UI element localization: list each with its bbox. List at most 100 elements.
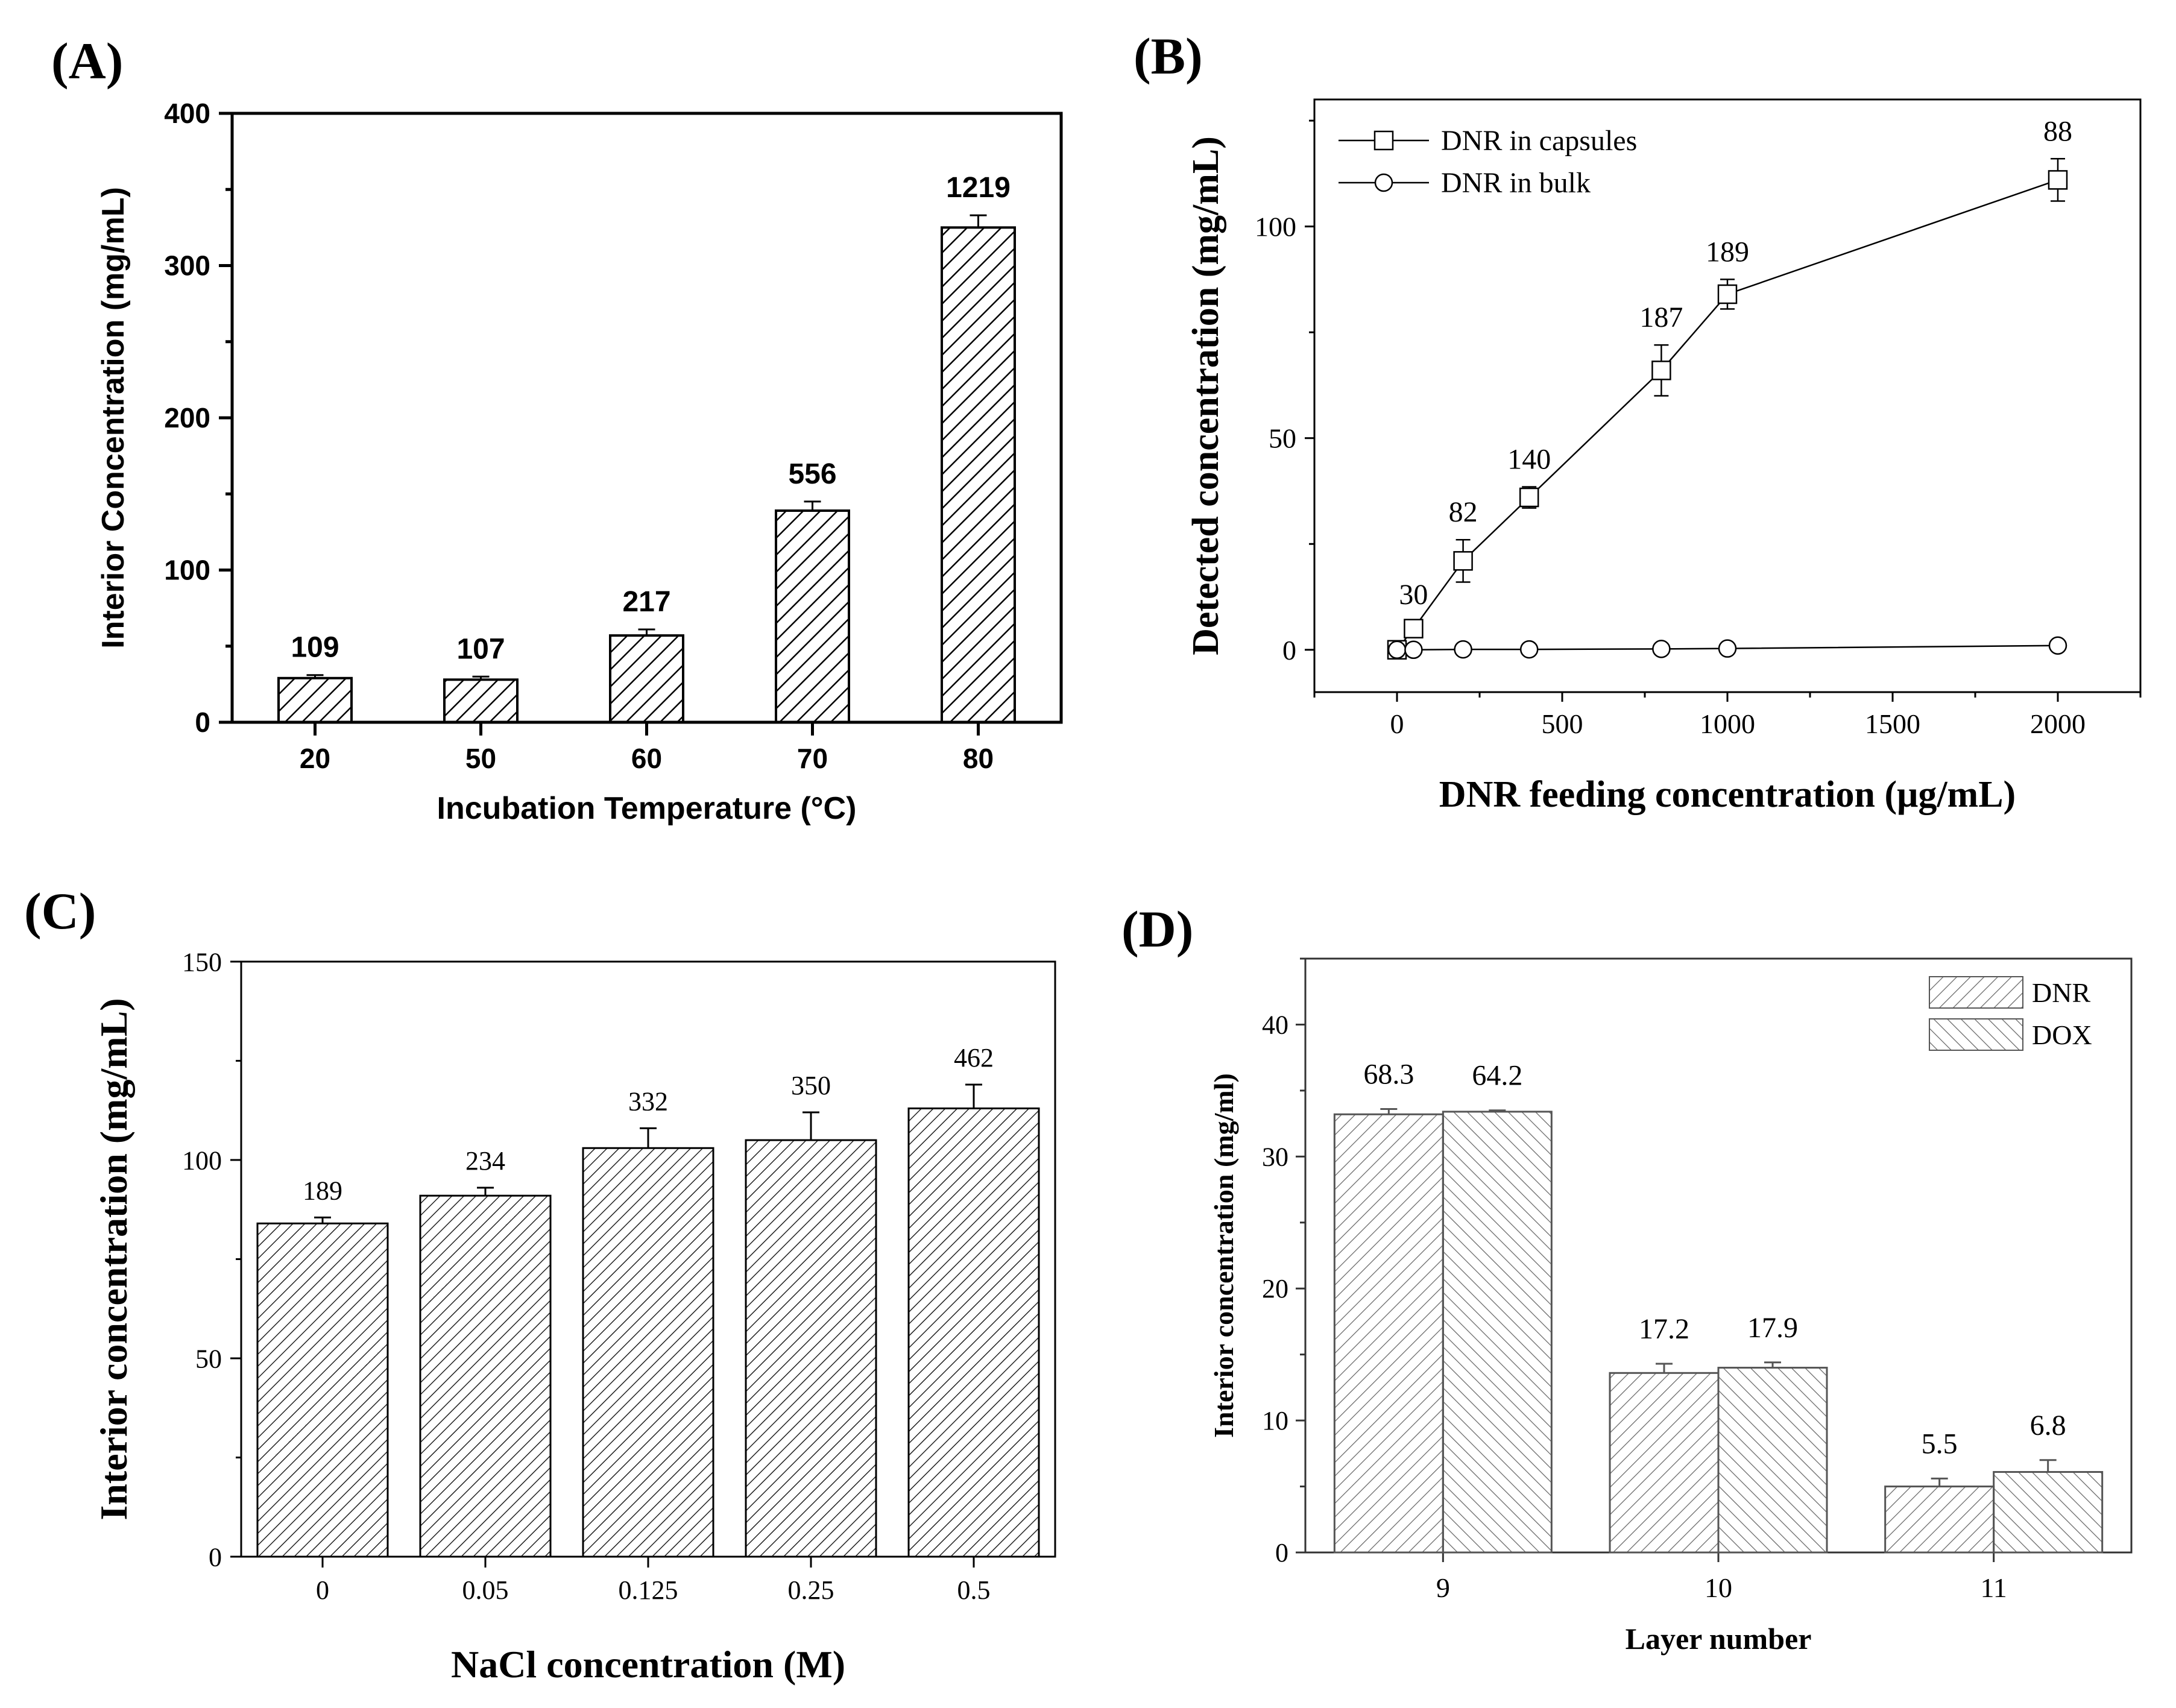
point-square — [1519, 487, 1539, 508]
x-axis-title: NaCl concentration (M) — [451, 1643, 845, 1686]
bar — [907, 1107, 1040, 1558]
y-tick-label: 100 — [164, 555, 210, 586]
data-label: 88 — [2043, 115, 2072, 147]
bar — [775, 509, 850, 724]
x-axis-title: Layer number — [1626, 1622, 1812, 1656]
x-axis-title: DNR feeding concentration (μg/mL) — [1439, 774, 2016, 815]
data-label: 68.3 — [1363, 1059, 1414, 1091]
data-label: 217 — [622, 586, 670, 618]
x-tick-label: 1500 — [1865, 708, 1920, 739]
x-tick-label: 0 — [1390, 708, 1404, 739]
legend-swatch-dox — [1929, 1018, 2023, 1051]
bar-dox — [1993, 1470, 2104, 1554]
bar-dnr — [1609, 1372, 1720, 1554]
bar — [443, 678, 519, 724]
data-label: 187 — [1639, 301, 1683, 333]
bar — [582, 1147, 714, 1558]
point-circle — [1718, 639, 1737, 658]
panel-letter-b: (B) — [1134, 27, 1203, 85]
data-label: 17.2 — [1639, 1313, 1689, 1345]
bar — [277, 676, 353, 724]
x-tick-label: 0.125 — [619, 1575, 678, 1605]
point-square — [1404, 619, 1424, 638]
data-label: 350 — [791, 1071, 831, 1100]
x-tick-label: 500 — [1542, 708, 1583, 739]
bar — [745, 1139, 877, 1558]
y-tick-label: 40 — [1262, 1010, 1288, 1039]
data-label: 5.5 — [1922, 1428, 1958, 1460]
y-tick-label: 100 — [1255, 212, 1296, 242]
data-label: 189 — [303, 1176, 342, 1205]
y-tick-label: 20 — [1262, 1274, 1288, 1303]
x-tick-label: 60 — [631, 743, 662, 774]
legend-label: DNR in capsules — [1441, 125, 1637, 157]
data-label: 140 — [1507, 443, 1551, 475]
y-tick-label: 300 — [164, 250, 210, 282]
x-tick-label: 0.5 — [957, 1575, 991, 1605]
y-axis-title: Interior concentration (mg/ml) — [1208, 1073, 1239, 1438]
bar — [609, 634, 684, 723]
point-square — [1453, 551, 1473, 571]
y-tick-label: 0 — [1275, 1538, 1288, 1568]
x-tick-label: 1000 — [1700, 708, 1755, 739]
y-axis-title: Interior Concentration (mg/mL) — [96, 187, 131, 649]
point-circle — [2048, 636, 2067, 655]
y-tick-label: 100 — [182, 1145, 222, 1175]
x-tick-label: 10 — [1705, 1572, 1732, 1603]
panel-d-chart: 0 10 20 30 40 9 68.3 64.2 10 17.2 17.9 11 5.5 6.8 DNR D… — [1208, 957, 2133, 1656]
y-tick-label: 0 — [209, 1542, 222, 1572]
y-tick-label: 30 — [1262, 1142, 1288, 1171]
x-axis-title: Incubation Temperature (°C) — [437, 791, 857, 826]
y-tick-label: 0 — [1282, 635, 1296, 666]
legend-swatch-dnr — [1929, 976, 2023, 1009]
point-square — [1651, 361, 1671, 380]
y-tick-label: 400 — [164, 98, 210, 129]
legend-marker-circle — [1374, 173, 1393, 192]
panel-letter-a: (A) — [51, 32, 123, 90]
bar — [941, 226, 1016, 723]
point-circle — [1652, 640, 1671, 658]
y-tick-label: 200 — [164, 402, 210, 433]
data-label: 17.9 — [1747, 1312, 1798, 1344]
legend-label: DNR in bulk — [1441, 167, 1591, 199]
data-label: 30 — [1399, 579, 1428, 611]
y-tick-label: 0 — [195, 707, 210, 738]
x-tick-label: 11 — [1981, 1572, 2007, 1603]
y-tick-label: 10 — [1262, 1406, 1288, 1435]
panel-c-chart: 0 50 100 150 0 189 0.05 234 0.125 332 0.25 350 0.5 46… — [92, 947, 1056, 1686]
x-tick-label: 70 — [797, 743, 828, 774]
panel-b-chart: 0 500 1000 1500 2000 0 50 100 30 82 140 187 189 88 DNR… — [1185, 98, 2142, 815]
bar-dnr — [1884, 1486, 1995, 1554]
y-tick-label: 150 — [182, 947, 222, 977]
data-label: 109 — [291, 632, 339, 664]
bar-dox — [1442, 1111, 1553, 1554]
point-circle — [1519, 640, 1539, 659]
x-tick-label: 0 — [316, 1575, 329, 1605]
panel-letter-d: (D) — [1121, 900, 1193, 958]
data-label: 82 — [1449, 496, 1478, 528]
x-tick-label: 50 — [465, 743, 496, 774]
data-label: 6.8 — [2030, 1410, 2066, 1442]
x-tick-label: 20 — [300, 743, 330, 774]
legend-label: DNR — [2032, 977, 2090, 1008]
x-tick-label: 9 — [1436, 1572, 1450, 1603]
y-axis-title: Interior concentration (mg/mL) — [92, 998, 135, 1520]
data-label: 107 — [456, 633, 505, 665]
data-label: 189 — [1706, 236, 1749, 268]
bar — [256, 1222, 389, 1558]
x-tick-label: 80 — [963, 743, 994, 774]
data-label: 462 — [954, 1043, 994, 1073]
point-circle — [1454, 640, 1472, 659]
x-tick-label: 0.05 — [462, 1575, 509, 1605]
legend-label: DOX — [2032, 1019, 2092, 1050]
data-label: 64.2 — [1472, 1060, 1522, 1092]
bar-dnr — [1333, 1113, 1444, 1554]
data-label: 234 — [465, 1146, 505, 1176]
data-label: 1219 — [946, 172, 1011, 204]
y-tick-label: 50 — [1269, 423, 1296, 454]
x-tick-label: 0.25 — [788, 1575, 834, 1605]
point-square — [2048, 170, 2068, 190]
bar-dox — [1717, 1367, 1828, 1554]
point-square — [1717, 284, 1738, 304]
